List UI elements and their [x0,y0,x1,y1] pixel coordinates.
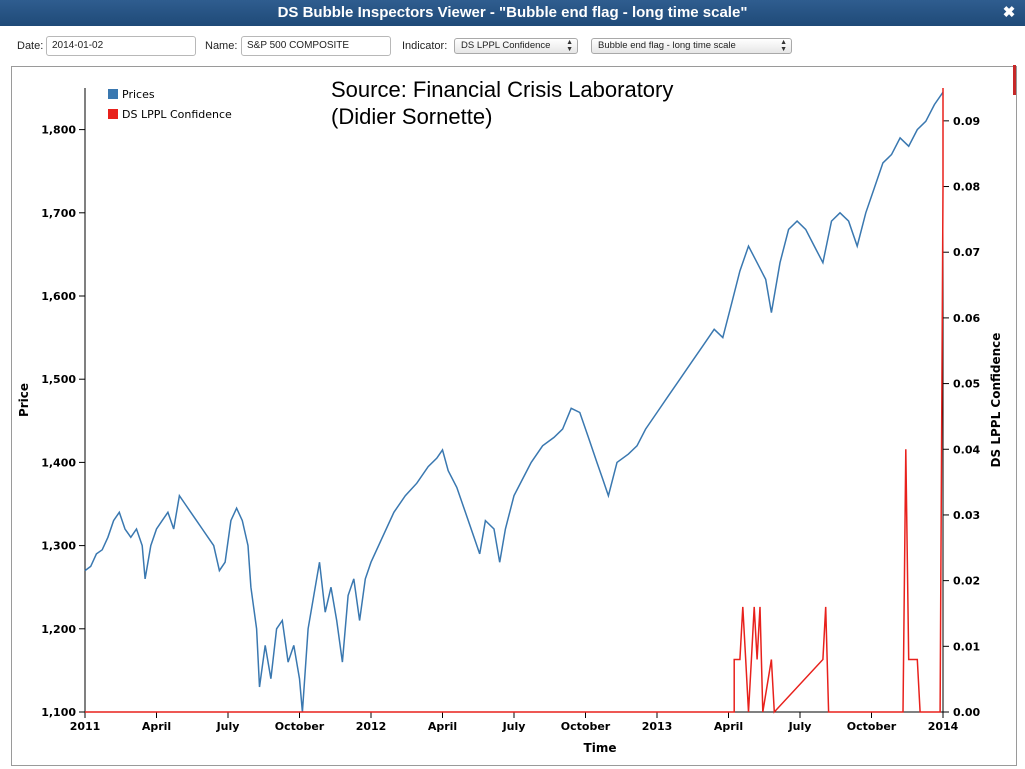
date-label: Date: [17,40,44,52]
y2-tick-label: 0.00 [953,706,980,719]
indicator-select-value: DS LPPL Confidence [461,40,551,51]
x-tick-label: October [275,720,325,733]
x-axis-title: Time [584,741,617,755]
toolbar: Date: 2014-01-02 Name: S&P 500 COMPOSITE… [0,26,1025,64]
name-input[interactable]: S&P 500 COMPOSITE [241,36,391,56]
legend-swatch [108,89,118,99]
y2-tick-label: 0.01 [953,640,980,653]
indicator-select[interactable]: DS LPPL Confidence ▲ ▼ [454,38,578,54]
y2-tick-label: 0.05 [953,378,980,391]
x-tick-label: April [428,720,457,733]
y-tick-label: 1,400 [41,456,76,469]
x-tick-label: April [142,720,171,733]
x-tick-label: July [502,720,526,733]
y-tick-label: 1,200 [41,623,76,636]
y-tick-label: 1,300 [41,540,76,553]
chart-axes: 1,100 1,200 1,300 1,400 1,500 1,600 1,700 1,800… [17,88,1003,755]
name-label: Name: [205,40,238,52]
scale-select-value: Bubble end flag - long time scale [598,40,736,51]
y2-tick-label: 0.02 [953,575,980,588]
window-titlebar: DS Bubble Inspectors Viewer - "Bubble en… [0,0,1025,26]
legend-swatch [108,109,118,119]
series-line-confidence [85,88,944,714]
annotation-line: Source: Financial Crisis Laboratory [331,77,673,102]
y2-axis-title: DS LPPL Confidence [989,333,1003,468]
y2-tick-label: 0.04 [953,443,980,456]
close-icon[interactable]: ✖ [1002,4,1016,21]
indicator-label: Indicator: [402,40,448,52]
y2-tick-label: 0.03 [953,509,980,522]
chart-legend: Prices DS LPPL Confidence [108,88,232,121]
y2-tick-label: 0.09 [953,115,980,128]
y2-tick-label: 0.08 [953,181,980,194]
x-tick-label: April [714,720,743,733]
x-tick-label: 2014 [928,720,959,733]
x-tick-label: 2011 [70,720,101,733]
y-tick-label: 1,100 [41,706,76,719]
y-axis-title: Price [17,383,31,417]
x-tick-label: July [216,720,240,733]
chart-frame [11,65,1017,766]
up-down-arrows-icon: ▲ ▼ [566,39,573,53]
y2-tick-label: 0.07 [953,246,980,259]
x-tick-label: October [847,720,897,733]
y-tick-label: 1,500 [41,373,76,386]
chart-annotation: Source: Financial Crisis Laboratory(Didi… [331,77,673,129]
window-title: DS Bubble Inspectors Viewer - "Bubble en… [277,4,748,21]
y-tick-label: 1,600 [41,290,76,303]
legend-label: Prices [122,88,155,101]
scale-select[interactable]: Bubble end flag - long time scale ▲ ▼ [591,38,792,54]
x-tick-label: October [561,720,611,733]
x-tick-label: July [788,720,812,733]
y-tick-label: 1,700 [41,207,76,220]
y-tick-label: 1,800 [41,124,76,137]
annotation-line: (Didier Sornette) [331,104,492,129]
x-tick-label: 2012 [356,720,387,733]
y2-tick-label: 0.06 [953,312,980,325]
up-down-arrows-icon: ▲ ▼ [780,39,787,53]
series-line-prices [84,91,944,713]
date-input[interactable]: 2014-01-02 [46,36,196,56]
x-tick-label: 2013 [642,720,673,733]
edge-marker [1013,65,1016,95]
legend-label: DS LPPL Confidence [122,108,232,121]
